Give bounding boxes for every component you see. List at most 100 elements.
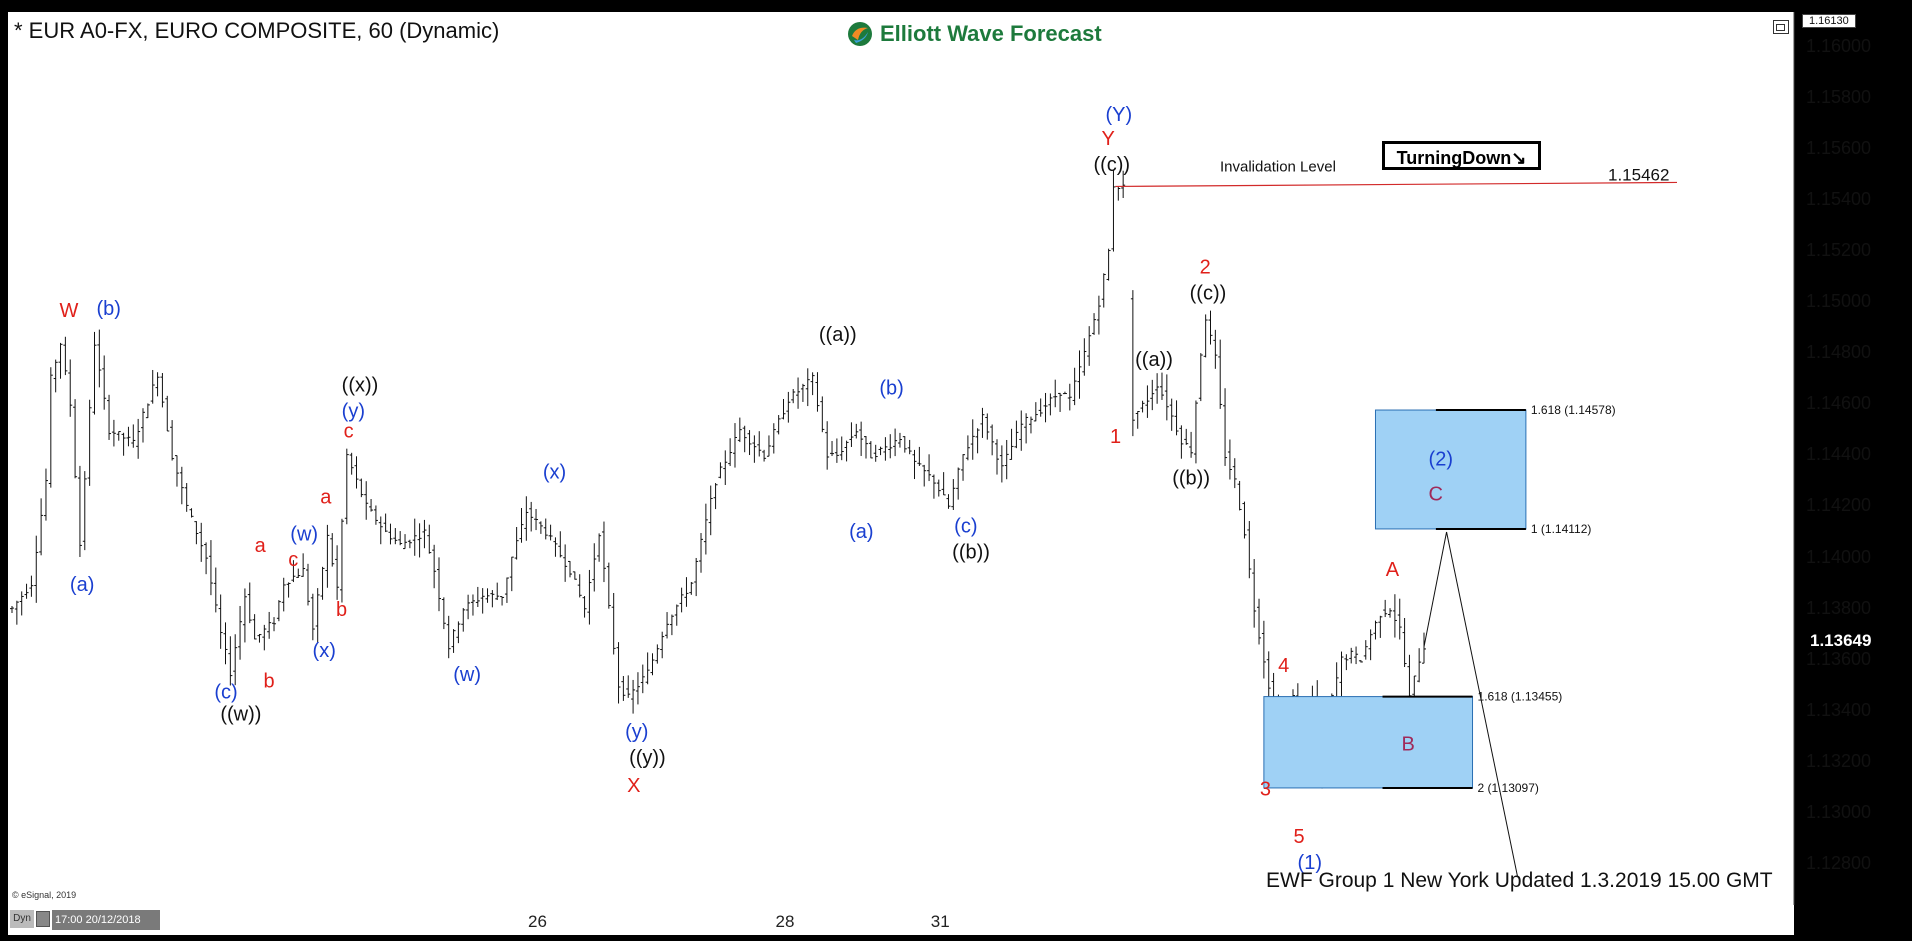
- ohlc-bar: [24, 583, 29, 599]
- ohlc-bar: [330, 533, 335, 567]
- wave-label: (y): [342, 400, 365, 422]
- ohlc-bar: [369, 498, 374, 512]
- projection-path: [1423, 531, 1448, 647]
- wave-label: ((a)): [1135, 349, 1173, 371]
- ohlc-bar: [800, 383, 805, 402]
- ohlc-bar: [582, 596, 587, 618]
- ohlc-bar: [931, 474, 936, 499]
- ohlc-bar: [732, 423, 737, 468]
- calendar-icon[interactable]: [36, 911, 50, 927]
- ohlc-bar: [412, 518, 417, 556]
- ohlc-bar: [238, 605, 243, 660]
- ohlc-bar: [373, 505, 378, 525]
- ohlc-bar: [956, 467, 961, 500]
- time-axis: [8, 905, 1794, 935]
- ohlc-bar: [737, 417, 742, 443]
- ohlc-bar: [1203, 314, 1208, 358]
- ohlc-bar: [917, 446, 922, 466]
- ohlc-bar: [922, 464, 927, 487]
- ohlc-bar: [29, 575, 34, 597]
- price-axis-label: 1.14600: [1806, 393, 1872, 414]
- ohlc-bar: [640, 664, 645, 694]
- ohlc-bar: [349, 452, 354, 475]
- ohlc-bar: [1349, 647, 1354, 664]
- ohlc-bar: [58, 342, 63, 379]
- ohlc-bar: [63, 336, 68, 376]
- ohlc-bar: [305, 563, 310, 606]
- ohlc-bar: [810, 372, 815, 396]
- ohlc-bar: [859, 421, 864, 456]
- wave-label: a: [255, 535, 267, 557]
- ohlc-bar: [713, 483, 718, 510]
- ohlc-bar: [344, 448, 349, 525]
- ohlc-bar: [1247, 521, 1252, 579]
- price-axis-label: 1.15400: [1806, 189, 1872, 210]
- ohlc-bar: [854, 423, 859, 439]
- ohlc-bar: [141, 408, 146, 443]
- ohlc-bar: [1363, 640, 1368, 660]
- ohlc-bar: [684, 577, 689, 607]
- ohlc-bar: [1159, 372, 1164, 400]
- wave-label: (w): [290, 523, 318, 545]
- wave-label: W: [60, 300, 79, 322]
- ohlc-bar: [902, 436, 907, 453]
- ohlc-bar: [272, 617, 277, 632]
- ohlc-bar: [257, 633, 262, 643]
- price-axis-label: 1.14800: [1806, 342, 1872, 363]
- ohlc-bar: [242, 588, 247, 643]
- wave-label: (a): [70, 574, 94, 596]
- wave-label: (x): [313, 640, 336, 662]
- ohlc-bar: [975, 428, 980, 454]
- wave-label: B: [1401, 734, 1414, 756]
- ohlc-bar: [1004, 439, 1009, 480]
- ohlc-bar: [1232, 458, 1237, 489]
- wave-label: ((x)): [342, 374, 379, 396]
- wave-label: 1: [1110, 426, 1121, 448]
- ohlc-bar: [936, 479, 941, 497]
- ohlc-bar: [1252, 559, 1257, 628]
- price-axis-label: 1.13600: [1806, 648, 1872, 669]
- ohlc-bar: [1368, 629, 1373, 661]
- brand-name: Elliott Wave Forecast: [880, 21, 1102, 46]
- ohlc-bar: [407, 539, 412, 549]
- price-axis-label: 1.13800: [1806, 597, 1872, 618]
- ohlc-bar: [728, 438, 733, 467]
- wave-label: c: [288, 549, 298, 571]
- ohlc-bar: [1417, 648, 1422, 683]
- wave-label: 2: [1200, 257, 1211, 279]
- projection-level-label: 2 (1.13097): [1478, 781, 1539, 795]
- ohlc-bar: [92, 331, 97, 415]
- ohlc-bar: [568, 560, 573, 578]
- ohlc-bar: [1198, 353, 1203, 402]
- maximize-icon[interactable]: [1773, 20, 1789, 34]
- ohlc-bar: [1038, 398, 1043, 417]
- wave-label: (b): [879, 377, 903, 399]
- ohlc-bar: [820, 396, 825, 433]
- ohlc-bar: [669, 614, 674, 636]
- ohlc-bar: [548, 524, 553, 541]
- ohlc-bar: [495, 582, 500, 601]
- ohlc-bar: [383, 513, 388, 533]
- ohlc-bar: [1407, 654, 1412, 698]
- ohlc-bar: [1164, 374, 1169, 421]
- ohlc-bar: [315, 588, 320, 643]
- ohlc-bar: [796, 377, 801, 409]
- invalidation-line: [1115, 181, 1678, 188]
- dyn-button[interactable]: Dyn: [10, 910, 34, 928]
- ohlc-bar: [747, 430, 752, 456]
- ohlc-bar: [723, 450, 728, 485]
- ohlc-bar: [1266, 651, 1271, 702]
- ohlc-bar: [660, 631, 665, 659]
- ohlc-bar: [1179, 425, 1184, 459]
- ohlc-bar: [145, 403, 150, 419]
- ohlc-bar: [1111, 170, 1116, 252]
- wave-label: 4: [1278, 655, 1289, 677]
- copyright-note: © eSignal, 2019: [12, 890, 77, 900]
- ohlc-bar: [786, 391, 791, 423]
- ohlc-bar: [883, 437, 888, 461]
- wave-label: (a): [849, 521, 873, 543]
- ohlc-bar: [825, 421, 830, 470]
- ohlc-bar: [466, 594, 471, 620]
- wave-label: (2): [1429, 448, 1453, 470]
- ohlc-bar: [199, 522, 204, 562]
